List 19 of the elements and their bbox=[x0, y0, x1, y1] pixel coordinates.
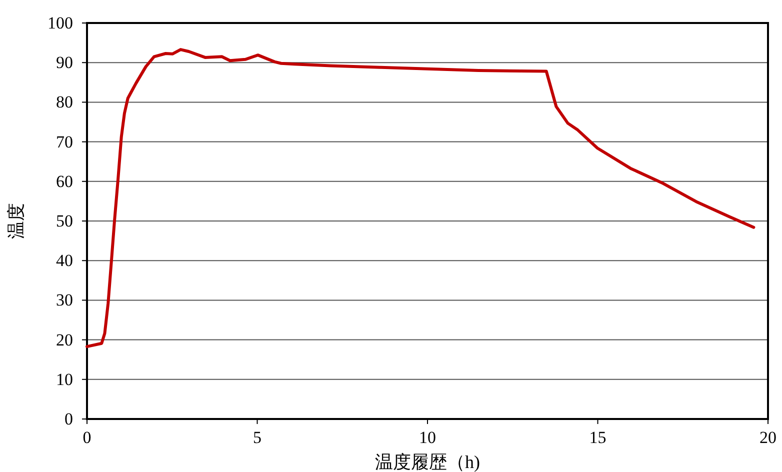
x-axis-title: 温度履歴（h) bbox=[375, 452, 480, 472]
y-tick-label: 80 bbox=[56, 92, 73, 112]
y-tick-label: 100 bbox=[48, 14, 73, 32]
x-tick-label: 10 bbox=[419, 428, 436, 447]
line-series bbox=[86, 48, 756, 348]
y-tick-label: 0 bbox=[64, 410, 73, 428]
y-tick-label: 40 bbox=[56, 251, 73, 270]
x-tick-label: 15 bbox=[589, 428, 606, 447]
y-axis-title: 温度 bbox=[6, 203, 26, 239]
x-tick-label: 20 bbox=[760, 428, 776, 447]
y-tick-label: 90 bbox=[56, 53, 73, 72]
y-tick-label: 70 bbox=[56, 132, 73, 152]
y-tick-label: 60 bbox=[56, 172, 73, 191]
y-tick-label: 10 bbox=[56, 370, 73, 389]
y-tick-label: 30 bbox=[56, 290, 73, 310]
y-tick-label: 50 bbox=[56, 212, 73, 230]
y-tick-label: 20 bbox=[56, 330, 73, 350]
x-tick-label: 0 bbox=[82, 428, 92, 447]
x-tick-label: 5 bbox=[253, 428, 262, 447]
